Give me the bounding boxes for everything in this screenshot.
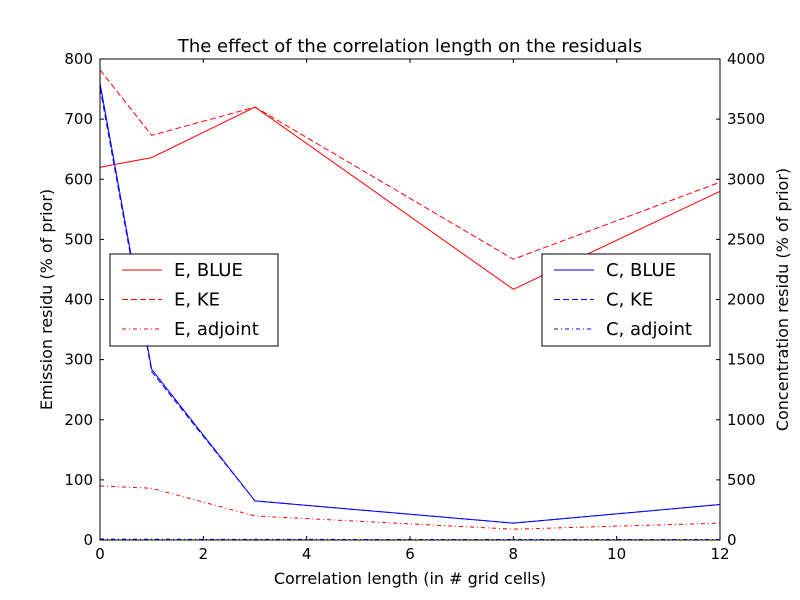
y-right-tick-label: 2000 [727, 291, 765, 309]
y-left-tick-label: 300 [64, 351, 93, 369]
legend-label-c-ke: C, KE [606, 290, 653, 311]
legend-label-e-adjoint: E, adjoint [174, 319, 259, 340]
y-right-tick-label: 1000 [727, 411, 765, 429]
legend-box [109, 253, 279, 347]
legend-center-left: E, BLUE E, KE E, adjoint [109, 253, 279, 347]
x-tick-label: 2 [199, 545, 209, 563]
x-tick-label: 8 [509, 545, 519, 563]
series-line-e-ke [99, 69, 721, 260]
y-left-tick-label: 400 [64, 291, 93, 309]
legend-label-c-adjoint: C, adjoint [606, 319, 692, 340]
y-left-tick-label: 600 [64, 170, 93, 188]
legend-label-c-blue: C, BLUE [606, 260, 676, 281]
y-right-tick-label: 3500 [727, 110, 765, 128]
ticks-layer: 0 2 4 6 8 10 120100200300400500600700800050010… [64, 50, 765, 563]
y-right-tick-label: 0 [727, 531, 737, 549]
chart-title: The effect of the correlation length on … [177, 36, 642, 57]
legend-box [541, 253, 711, 347]
y-right-axis-title: Concentration residu (% of prior) [773, 168, 792, 431]
x-axis-title: Correlation length (in # grid cells) [274, 569, 546, 588]
series-line-e-adjoint [99, 485, 721, 530]
x-tick-label: 6 [405, 545, 415, 563]
y-left-tick-label: 200 [64, 411, 93, 429]
y-left-tick-label: 700 [64, 110, 93, 128]
y-right-tick-label: 1500 [727, 351, 765, 369]
x-tick-label: 0 [95, 545, 105, 563]
y-right-tick-label: 500 [727, 471, 756, 489]
x-tick-label: 12 [710, 545, 729, 563]
legend-layer: E, BLUE E, KE E, adjoint C, BLUE C, KE C, adj… [109, 253, 711, 347]
y-left-tick-label: 500 [64, 230, 93, 248]
legend-label-e-blue: E, BLUE [174, 260, 243, 281]
x-tick-label: 10 [607, 545, 626, 563]
y-left-tick-label: 0 [83, 531, 93, 549]
y-right-tick-label: 2500 [727, 230, 765, 248]
y-right-tick-label: 3000 [727, 170, 765, 188]
y-left-tick-label: 800 [64, 50, 93, 68]
legend-center-right: C, BLUE C, KE C, adjoint [541, 253, 711, 347]
x-tick-label: 4 [302, 545, 312, 563]
y-left-axis-title: Emission residu (% of prior) [37, 189, 56, 410]
y-right-tick-label: 4000 [727, 50, 765, 68]
y-left-tick-label: 100 [64, 471, 93, 489]
legend-label-e-ke: E, KE [174, 290, 220, 311]
